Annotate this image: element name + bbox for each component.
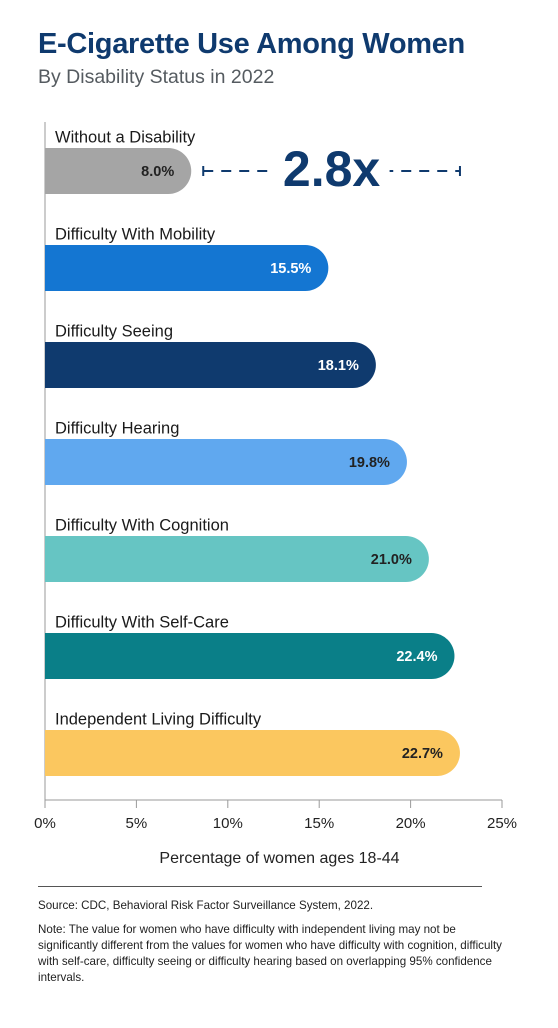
source-divider [38, 886, 482, 887]
note-text: Note: The value for women who have diffi… [38, 923, 502, 984]
category-label: Independent Living Difficulty [55, 710, 262, 728]
category-label: Difficulty With Self-Care [55, 613, 229, 631]
bar [45, 342, 376, 388]
bar [45, 536, 429, 582]
x-tick-label: 15% [304, 815, 334, 832]
source-text: Source: CDC, Behavioral Risk Factor Surv… [38, 899, 374, 912]
bar-value-label: 8.0% [141, 164, 174, 180]
x-tick-label: 25% [487, 815, 517, 832]
category-label: Difficulty Hearing [55, 419, 179, 437]
bar-value-label: 22.4% [396, 649, 437, 665]
annotation-text-background [273, 145, 390, 197]
bar [45, 439, 407, 485]
category-label: Difficulty With Mobility [55, 225, 216, 243]
bar-value-label: 22.7% [402, 746, 443, 762]
category-label: Difficulty Seeing [55, 322, 173, 340]
bar-value-label: 19.8% [349, 455, 390, 471]
bar-value-label: 18.1% [318, 358, 359, 374]
bar-value-label: 15.5% [270, 261, 311, 277]
bar-chart: Without a Disability 8.0% Difficulty With … [34, 122, 517, 867]
chart-subtitle: By Disability Status in 2022 [38, 66, 275, 88]
bar [45, 148, 192, 194]
bar-value-label: 21.0% [371, 552, 412, 568]
x-tick-label: 10% [213, 815, 243, 832]
category-label: Without a Disability [55, 128, 196, 146]
annotation-multiplier-text: 2.8x [283, 141, 381, 197]
bar [45, 245, 329, 291]
chart-title: E-Cigarette Use Among Women [38, 28, 465, 60]
x-tick-label: 0% [34, 815, 56, 832]
bar [45, 730, 460, 776]
x-tick-label: 20% [396, 815, 426, 832]
bar [45, 633, 455, 679]
x-axis-title: Percentage of women ages 18-44 [159, 850, 399, 867]
x-tick-label: 5% [126, 815, 148, 832]
category-label: Difficulty With Cognition [55, 516, 229, 534]
